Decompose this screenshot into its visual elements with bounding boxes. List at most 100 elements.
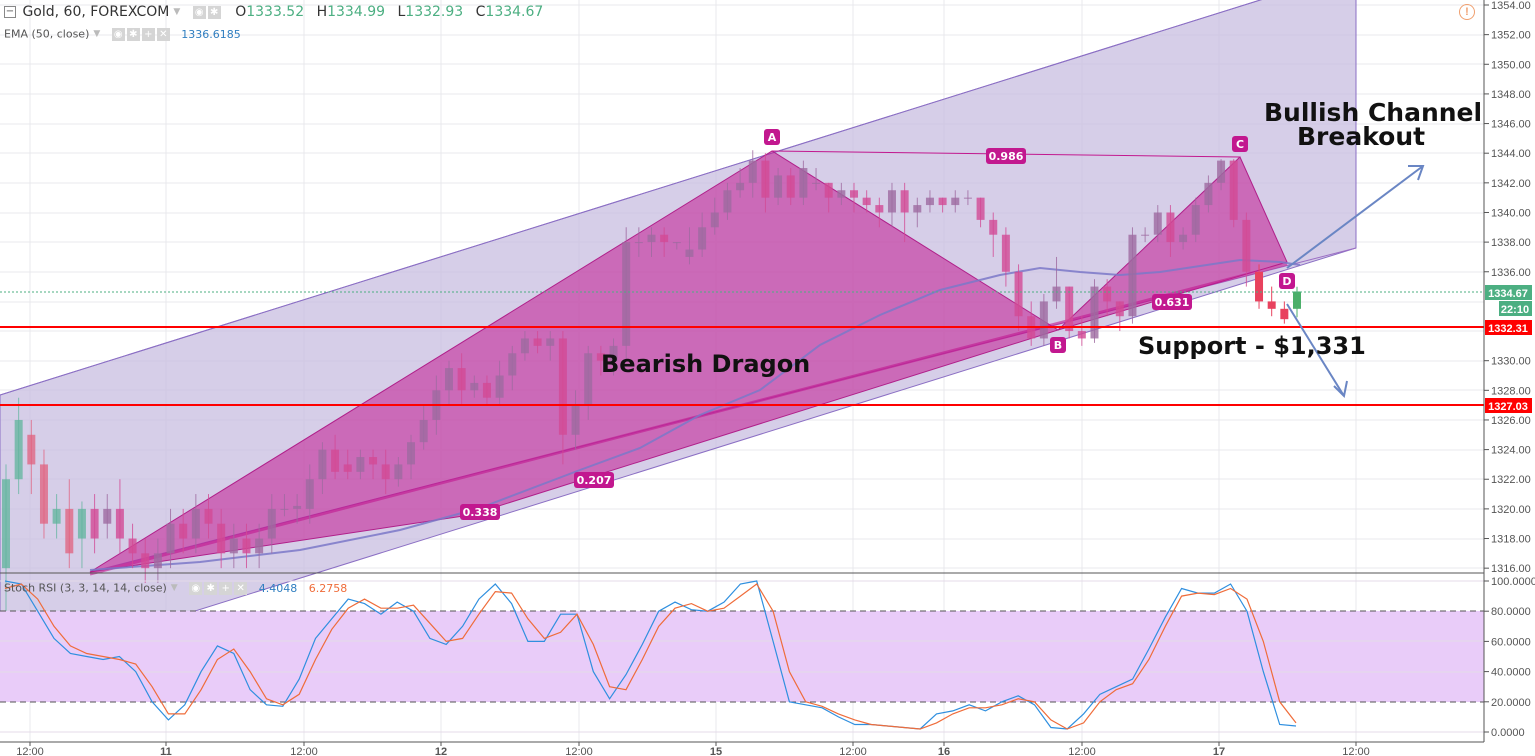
svg-text:1322.00: 1322.00 <box>1491 474 1531 486</box>
svg-text:1320.00: 1320.00 <box>1491 504 1531 516</box>
svg-text:100.0000: 100.0000 <box>1491 576 1535 588</box>
stoch-k-value: 4.4048 <box>258 581 298 595</box>
eye-icon[interactable]: ◉ <box>189 581 203 595</box>
svg-text:1324.00: 1324.00 <box>1491 445 1531 457</box>
stoch-d-value: 6.2758 <box>308 581 348 595</box>
svg-text:0.338: 0.338 <box>463 506 498 519</box>
svg-text:20.0000: 20.0000 <box>1491 697 1531 709</box>
collapse-icon[interactable]: − <box>4 6 16 18</box>
eye-icon[interactable]: ◉ <box>111 27 125 41</box>
plus-icon[interactable]: + <box>219 581 233 595</box>
svg-text:1342.00: 1342.00 <box>1491 178 1531 190</box>
level-upper-badge: 1332.31 <box>1485 320 1532 335</box>
gear-icon[interactable]: ✱ <box>204 581 218 595</box>
breakout-annotation: Breakout <box>1297 122 1426 151</box>
svg-text:1348.00: 1348.00 <box>1491 89 1531 101</box>
svg-text:12:00: 12:00 <box>1342 746 1370 756</box>
gear-icon[interactable]: ✱ <box>126 27 140 41</box>
svg-text:1334.67: 1334.67 <box>1488 288 1528 300</box>
point-b-label: B <box>1050 337 1066 353</box>
rsi-band <box>0 611 1484 702</box>
svg-text:12:00: 12:00 <box>16 746 44 756</box>
svg-text:0.631: 0.631 <box>1155 296 1190 309</box>
svg-text:1332.31: 1332.31 <box>1488 323 1528 335</box>
svg-text:12:00: 12:00 <box>290 746 318 756</box>
gear-icon[interactable]: ✱ <box>207 5 221 19</box>
svg-text:1350.00: 1350.00 <box>1491 59 1531 71</box>
stoch-rsi-label[interactable]: Stoch RSI (3, 3, 14, 14, close) <box>4 581 167 595</box>
svg-text:1352.00: 1352.00 <box>1491 30 1531 42</box>
eye-icon[interactable]: ◉ <box>192 5 206 19</box>
svg-text:1336.00: 1336.00 <box>1491 267 1531 279</box>
svg-text:C: C <box>1236 138 1244 151</box>
price-axis[interactable]: 1354.00 1352.00 1350.00 1348.00 1346.00 1344.… <box>1484 0 1531 575</box>
rsi-axis[interactable]: 100.0000 80.0000 60.0000 40.0000 20.0000 0.00… <box>1484 576 1535 739</box>
svg-text:12:00: 12:00 <box>839 746 867 756</box>
svg-text:1327.03: 1327.03 <box>1488 401 1528 413</box>
breakout-arrow[interactable] <box>1286 165 1425 269</box>
stoch-rsi-legend: Stoch RSI (3, 3, 14, 14, close) ▼ ◉ ✱ + ✕ 4.… <box>4 581 347 595</box>
open-value: 1333.52 <box>246 4 305 20</box>
rsi-k-line <box>4 580 1297 730</box>
close-value: 1334.67 <box>485 4 544 20</box>
svg-text:A: A <box>768 131 777 144</box>
svg-text:0.207: 0.207 <box>577 474 612 487</box>
svg-text:0.986: 0.986 <box>989 150 1024 163</box>
svg-text:0.0000: 0.0000 <box>1491 727 1525 739</box>
point-c-label: C <box>1232 136 1248 152</box>
svg-text:D: D <box>1282 275 1291 288</box>
ratio-label-ac: 0.986 <box>986 148 1026 164</box>
svg-text:12: 12 <box>435 746 447 756</box>
ema-value: 1336.6185 <box>181 27 241 41</box>
ema-line <box>89 258 1301 571</box>
alert-icon[interactable]: ! <box>1459 4 1475 20</box>
svg-text:15: 15 <box>710 746 722 756</box>
countdown-badge: 22:10 <box>1499 301 1532 316</box>
point-d-label: D <box>1279 273 1295 289</box>
svg-text:16: 16 <box>938 746 950 756</box>
svg-text:80.0000: 80.0000 <box>1491 606 1531 618</box>
svg-text:B: B <box>1054 339 1062 352</box>
svg-text:1344.00: 1344.00 <box>1491 148 1531 160</box>
last-price-badge: 1334.67 <box>1485 285 1532 300</box>
ema-legend: EMA (50, close) ▼ ◉ ✱ + ✕ 1336.6185 <box>4 27 241 41</box>
svg-text:1346.00: 1346.00 <box>1491 119 1531 131</box>
svg-text:12:00: 12:00 <box>1068 746 1096 756</box>
high-value: 1334.99 <box>327 4 386 20</box>
svg-text:1330.00: 1330.00 <box>1491 356 1531 368</box>
ratio-label-207: 0.207 <box>574 472 614 488</box>
chevron-down-icon[interactable]: ▼ <box>93 29 101 39</box>
bearish-dragon-annotation: Bearish Dragon <box>601 350 811 378</box>
svg-text:40.0000: 40.0000 <box>1491 667 1531 679</box>
point-a-label: A <box>764 129 780 145</box>
symbol-legend: − Gold, 60, FOREXCOM ▼ ◉ ✱ O1333.52 H1334.… <box>4 4 544 20</box>
svg-text:1354.00: 1354.00 <box>1491 0 1531 12</box>
svg-text:1318.00: 1318.00 <box>1491 534 1531 546</box>
svg-text:1326.00: 1326.00 <box>1491 415 1531 427</box>
chevron-down-icon[interactable]: ▼ <box>170 583 178 593</box>
rsi-d-line <box>4 583 1297 730</box>
level-lower-badge: 1327.03 <box>1485 398 1532 413</box>
bullish-channel-annotation: Bullish Channel <box>1264 98 1483 127</box>
svg-text:1338.00: 1338.00 <box>1491 237 1531 249</box>
close-icon[interactable]: ✕ <box>156 27 170 41</box>
ratio-label-bd: 0.631 <box>1152 294 1192 310</box>
breakdown-arrow[interactable] <box>1286 303 1348 399</box>
ratio-label-338: 0.338 <box>460 504 500 520</box>
svg-text:12:00: 12:00 <box>565 746 593 756</box>
svg-text:1316.00: 1316.00 <box>1491 563 1531 575</box>
close-icon[interactable]: ✕ <box>234 581 248 595</box>
low-value: 1332.93 <box>405 4 464 20</box>
svg-text:60.0000: 60.0000 <box>1491 636 1531 648</box>
svg-text:1340.00: 1340.00 <box>1491 207 1531 219</box>
svg-text:11: 11 <box>160 746 172 756</box>
time-axis[interactable]: 12:00 11 12:00 12 12:00 15 12:00 16 12:00 17 12:00 <box>16 742 1370 756</box>
symbol-title[interactable]: Gold, 60, FOREXCOM <box>22 4 170 20</box>
svg-text:22:10: 22:10 <box>1501 304 1529 316</box>
svg-text:17: 17 <box>1213 746 1225 756</box>
chevron-down-icon[interactable]: ▼ <box>173 7 181 17</box>
svg-text:1328.00: 1328.00 <box>1491 385 1531 397</box>
plus-icon[interactable]: + <box>141 27 155 41</box>
ema-label[interactable]: EMA (50, close) <box>4 27 90 41</box>
